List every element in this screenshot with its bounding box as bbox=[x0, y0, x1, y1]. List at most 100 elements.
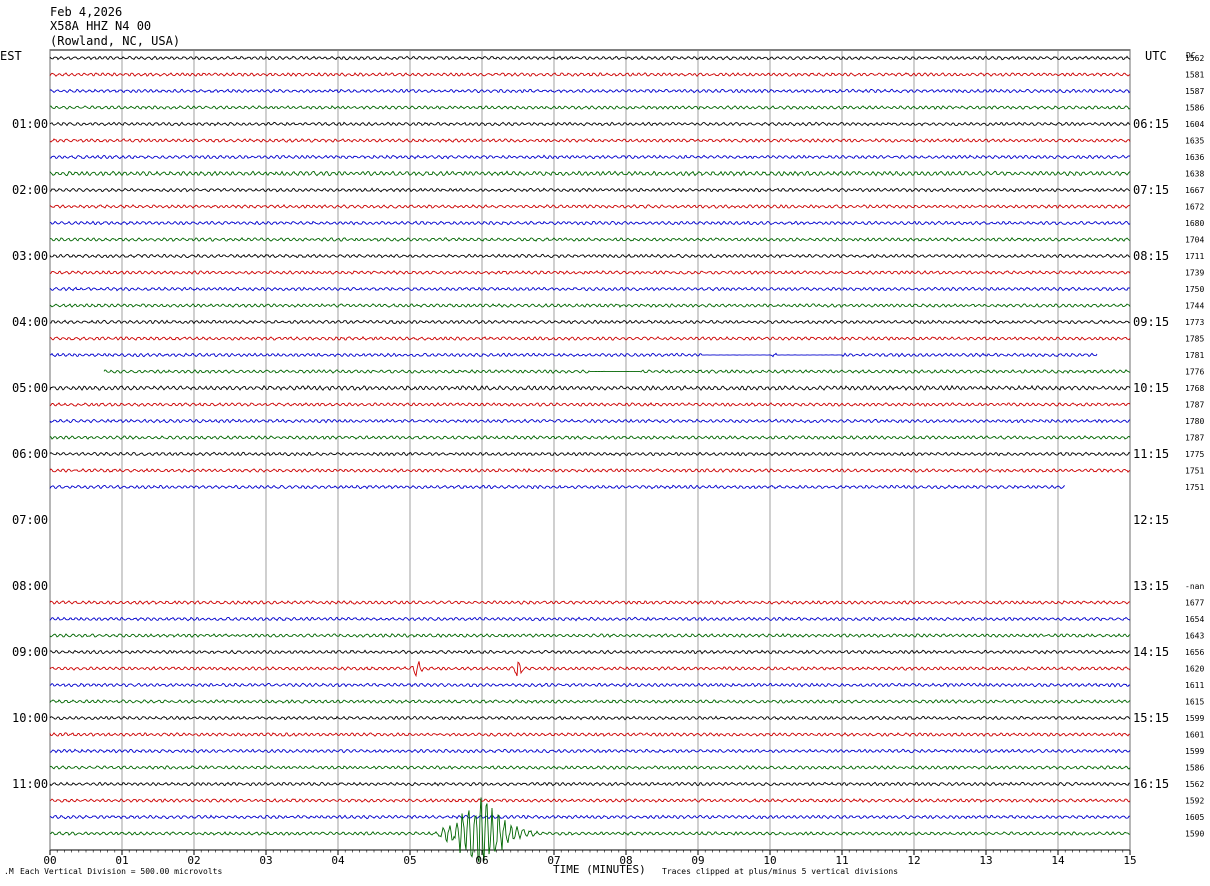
utc-hour-label: 11:15 bbox=[1133, 447, 1169, 461]
seismic-trace-black bbox=[49, 55, 1131, 61]
seismic-trace-blue bbox=[49, 88, 1131, 94]
row-value: 1636 bbox=[1185, 153, 1204, 162]
utc-hour-label: 06:15 bbox=[1133, 117, 1169, 131]
row-value: 1599 bbox=[1185, 714, 1204, 723]
row-value: 1599 bbox=[1185, 747, 1204, 756]
scale-note: Each Vertical Division = 500.00 microvol… bbox=[20, 867, 222, 876]
x-tick-label: 04 bbox=[331, 854, 345, 867]
row-value: 1620 bbox=[1185, 665, 1204, 674]
seismic-trace-red bbox=[49, 732, 1131, 737]
seismic-trace-red bbox=[49, 336, 1131, 341]
est-hour-label: 09:00 bbox=[12, 645, 48, 659]
seismic-trace-red bbox=[49, 468, 1131, 473]
x-tick-label: 01 bbox=[115, 854, 128, 867]
corner-mark: .M bbox=[4, 867, 14, 876]
row-value: 1590 bbox=[1185, 830, 1204, 839]
x-tick-label: 11 bbox=[835, 854, 848, 867]
plot-frame bbox=[49, 49, 1131, 851]
est-hour-label: 10:00 bbox=[12, 711, 48, 725]
seismic-trace-black bbox=[49, 384, 1131, 391]
row-value: 1750 bbox=[1185, 285, 1204, 294]
seismic-trace-green bbox=[103, 369, 1131, 374]
x-tick-label: 10 bbox=[763, 854, 776, 867]
seismic-trace-black bbox=[49, 649, 1131, 655]
seismic-trace-blue bbox=[49, 220, 1131, 226]
row-value: 1592 bbox=[1185, 797, 1204, 806]
row-value: 1672 bbox=[1185, 203, 1204, 212]
seismic-trace-red bbox=[49, 798, 1131, 803]
plot-grid bbox=[49, 49, 1131, 855]
seismic-trace-blue bbox=[49, 418, 1131, 424]
row-value: 1667 bbox=[1185, 186, 1204, 195]
row-value: 1586 bbox=[1185, 764, 1204, 773]
row-value: 1773 bbox=[1185, 318, 1204, 327]
row-value: 1677 bbox=[1185, 599, 1204, 608]
row-value: 1768 bbox=[1185, 384, 1204, 393]
row-value: 1751 bbox=[1185, 467, 1204, 476]
seismic-trace-green bbox=[49, 633, 1131, 638]
utc-hour-label: 15:15 bbox=[1133, 711, 1169, 725]
row-value: 1680 bbox=[1185, 219, 1204, 228]
seismic-trace-green bbox=[49, 303, 1131, 308]
x-tick-label: 13 bbox=[979, 854, 992, 867]
seismic-trace-blue bbox=[49, 286, 1131, 292]
row-value: 1787 bbox=[1185, 401, 1204, 410]
header: Feb 4,2026 X58A HHZ N4 00 (Rowland, NC, … bbox=[50, 5, 180, 48]
x-tick-label: 02 bbox=[187, 854, 200, 867]
seismic-trace-green bbox=[49, 765, 1131, 770]
rms-header: DC bbox=[1186, 51, 1196, 60]
est-hour-label: 08:00 bbox=[12, 579, 48, 593]
row-value: 1776 bbox=[1185, 368, 1204, 377]
row-value: 1654 bbox=[1185, 615, 1204, 624]
utc-hour-label: 12:15 bbox=[1133, 513, 1169, 527]
row-value: 1605 bbox=[1185, 813, 1204, 822]
row-value: 1744 bbox=[1185, 302, 1204, 311]
x-tick-label: 15 bbox=[1123, 854, 1136, 867]
x-tick-label: 06 bbox=[475, 854, 488, 867]
utc-hour-label: 16:15 bbox=[1133, 777, 1169, 791]
row-value: 1586 bbox=[1185, 104, 1204, 113]
row-value: 1751 bbox=[1185, 483, 1204, 492]
est-hour-label: 06:00 bbox=[12, 447, 48, 461]
seismic-trace-blue bbox=[49, 352, 1098, 358]
utc-hour-label: 14:15 bbox=[1133, 645, 1169, 659]
row-value: 1562 bbox=[1185, 780, 1204, 789]
seismic-trace-black bbox=[49, 715, 1131, 721]
right-timezone-label: UTC bbox=[1145, 49, 1167, 63]
row-value: 1601 bbox=[1185, 731, 1204, 740]
row-value: 1711 bbox=[1185, 252, 1204, 261]
x-tick-label: 00 bbox=[43, 854, 56, 867]
seismic-trace-green bbox=[49, 699, 1131, 704]
row-value: 1562 bbox=[1185, 54, 1204, 63]
est-hour-label: 11:00 bbox=[12, 777, 48, 791]
row-value: 1781 bbox=[1185, 351, 1204, 360]
row-value: 1635 bbox=[1185, 137, 1204, 146]
row-value: 1704 bbox=[1185, 236, 1204, 245]
x-tick-label: 09 bbox=[691, 854, 704, 867]
seismic-trace-green bbox=[49, 435, 1131, 440]
row-value: 1587 bbox=[1185, 87, 1204, 96]
row-values: 1562 1581 1587 1586 1604 1635 1636 1638 1667 1672… bbox=[1185, 54, 1204, 839]
seismic-trace-red bbox=[49, 72, 1131, 77]
row-value: 1643 bbox=[1185, 632, 1204, 641]
seismic-trace-black bbox=[49, 451, 1131, 457]
seismic-trace-green bbox=[49, 797, 1131, 863]
seismic-trace-red bbox=[49, 661, 1131, 678]
seismic-trace-black bbox=[49, 253, 1131, 259]
x-tick-label: 03 bbox=[259, 854, 272, 867]
row-value: 1785 bbox=[1185, 335, 1204, 344]
row-value: 1787 bbox=[1185, 434, 1204, 443]
seismic-trace-black bbox=[49, 319, 1131, 325]
seismic-trace-blue bbox=[49, 748, 1131, 754]
seismic-trace-black bbox=[49, 121, 1131, 127]
row-value: 1604 bbox=[1185, 120, 1204, 129]
seismic-trace-red bbox=[49, 270, 1131, 275]
seismic-trace-blue bbox=[49, 484, 1066, 490]
row-value: 1638 bbox=[1185, 170, 1204, 179]
header-station: X58A HHZ N4 00 bbox=[50, 19, 151, 33]
x-tick-label: 14 bbox=[1051, 854, 1065, 867]
utc-hour-label: 13:15 bbox=[1133, 579, 1169, 593]
row-value: 1615 bbox=[1185, 698, 1204, 707]
seismic-trace-red bbox=[49, 138, 1131, 143]
